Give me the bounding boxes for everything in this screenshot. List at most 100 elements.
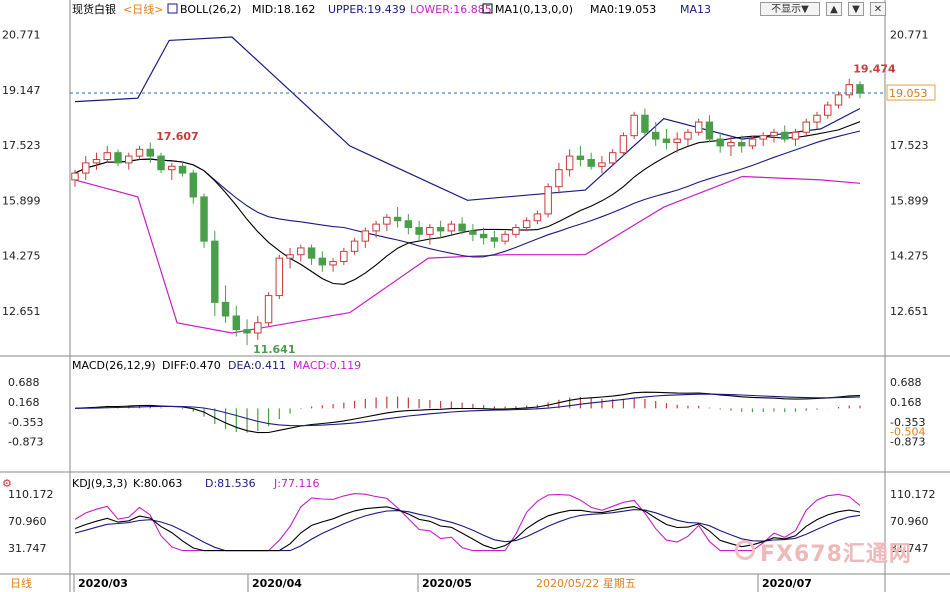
price-tick-right: 17.523 — [890, 139, 929, 152]
header-boll: BOLL(26,2) — [180, 3, 241, 16]
candle-body — [178, 165, 187, 174]
candle-body — [791, 131, 800, 140]
candle-body — [673, 138, 681, 143]
kdj-tick-right: 70.960 — [890, 515, 929, 528]
candle-body — [598, 162, 606, 167]
candle-body — [662, 138, 671, 143]
macd-tick-left: 0.168 — [8, 396, 40, 409]
candle-body — [393, 216, 402, 222]
candle-body — [189, 172, 198, 198]
candle-body — [286, 254, 294, 259]
candle-body — [555, 169, 563, 188]
price-tick-left: 19.147 — [2, 84, 41, 97]
price-tick-right: 14.275 — [890, 250, 929, 263]
candle-body — [748, 138, 757, 147]
bottom-period-label: 日线 — [10, 576, 32, 590]
candle-body — [404, 220, 413, 229]
date-tick-label: 2020/04 — [252, 577, 302, 590]
current-price-label: 19.053 — [889, 87, 928, 100]
kdj-d-line — [74, 509, 861, 552]
candle-body — [254, 322, 262, 334]
header-ma13: MA13 — [680, 3, 711, 16]
candle-body — [845, 84, 853, 96]
macd-tick-right: 0.168 — [890, 396, 922, 409]
candle-body — [340, 250, 348, 263]
candle-body — [512, 227, 520, 235]
hide-button[interactable]: 不显示▼ — [760, 2, 820, 16]
date-tick-label: 2020/07 — [762, 577, 812, 590]
candle-body — [576, 155, 585, 160]
candle-body — [641, 114, 649, 133]
low-annotation: 11.641 — [253, 343, 295, 356]
ma-toggle-icon — [482, 3, 493, 14]
candle-body — [522, 220, 531, 229]
candle-body — [82, 162, 90, 174]
candle-body — [781, 131, 789, 140]
date-tick-label: 2020/03 — [78, 577, 128, 590]
cursor-date-label: 2020/05/22 星期五 — [536, 577, 636, 590]
kdj-label: KDJ(9,3,3) — [72, 477, 128, 490]
candle-body — [834, 94, 843, 106]
candle-body — [727, 141, 735, 147]
header-ma: MA1(0,13,0,0) — [495, 3, 573, 16]
candle-body — [275, 257, 284, 297]
price-tick-left: 12.651 — [2, 305, 41, 318]
price-tick-left: 17.523 — [2, 139, 41, 152]
price-tick-left: 15.899 — [2, 194, 41, 207]
kdj-j: J:77.116 — [273, 477, 319, 490]
candle-body — [372, 223, 380, 232]
date-tick-label: 2020/05 — [422, 577, 472, 590]
candle-body — [329, 261, 337, 266]
header-instrument: 现货白银 — [72, 2, 116, 16]
candle-body — [469, 230, 477, 235]
candle-body — [318, 257, 327, 266]
kdj-settings-icon: ⚙ — [2, 477, 12, 490]
candle-body — [856, 84, 864, 94]
current-price-box — [886, 84, 936, 101]
kdj-k-line — [74, 506, 861, 552]
header-lower: LOWER:16.885 — [410, 3, 492, 16]
candle-body — [759, 135, 767, 140]
candle-body — [383, 216, 391, 225]
macd-diff-line — [74, 391, 861, 434]
macd-current-label: -0.504 — [890, 426, 925, 439]
move-down-button[interactable]: ▼ — [848, 2, 864, 16]
candle-body — [211, 240, 219, 303]
candle-body — [737, 141, 746, 147]
candle-body — [770, 131, 778, 137]
candle-body — [157, 155, 165, 171]
macd-tick-right: 0.688 — [890, 376, 922, 389]
macd-tick-left: -0.873 — [8, 436, 43, 449]
candle-body — [447, 223, 456, 232]
candle-body — [533, 213, 542, 222]
candle-body — [824, 104, 832, 116]
candle-body — [243, 329, 251, 334]
candle-body — [146, 148, 154, 157]
last-high-annotation: 19.474 — [853, 63, 896, 76]
candle-body — [361, 230, 370, 242]
candle-body — [479, 233, 488, 239]
macd-tick-right: -0.873 — [890, 436, 925, 449]
candle-body — [92, 158, 101, 164]
kdj-tick-right: 31.747 — [890, 542, 929, 555]
candle-body — [426, 227, 434, 235]
macd-tick-right: -0.353 — [890, 416, 925, 429]
macd-tick-left: 0.688 — [8, 376, 40, 389]
kdj-k: K:80.063 — [133, 477, 182, 490]
candle-body — [135, 148, 144, 157]
high-annotation: 17.607 — [156, 130, 198, 143]
macd-diff: DIFF:0.470 — [162, 359, 221, 372]
header-upper: UPPER:19.439 — [328, 3, 406, 16]
candle-body — [619, 135, 628, 154]
header-ma0: MA0:19.053 — [590, 3, 656, 16]
move-up-button[interactable]: ▲ — [826, 2, 842, 16]
kdj-tick-left: 70.960 — [8, 515, 47, 528]
kdj-tick-left: 31.747 — [8, 542, 47, 555]
candle-body — [221, 301, 230, 317]
candle-body — [705, 121, 714, 140]
close-icon[interactable]: ✕ — [870, 2, 886, 16]
candle-body — [458, 223, 466, 232]
candle-body — [264, 295, 273, 324]
price-tick-right: 20.771 — [890, 29, 929, 42]
